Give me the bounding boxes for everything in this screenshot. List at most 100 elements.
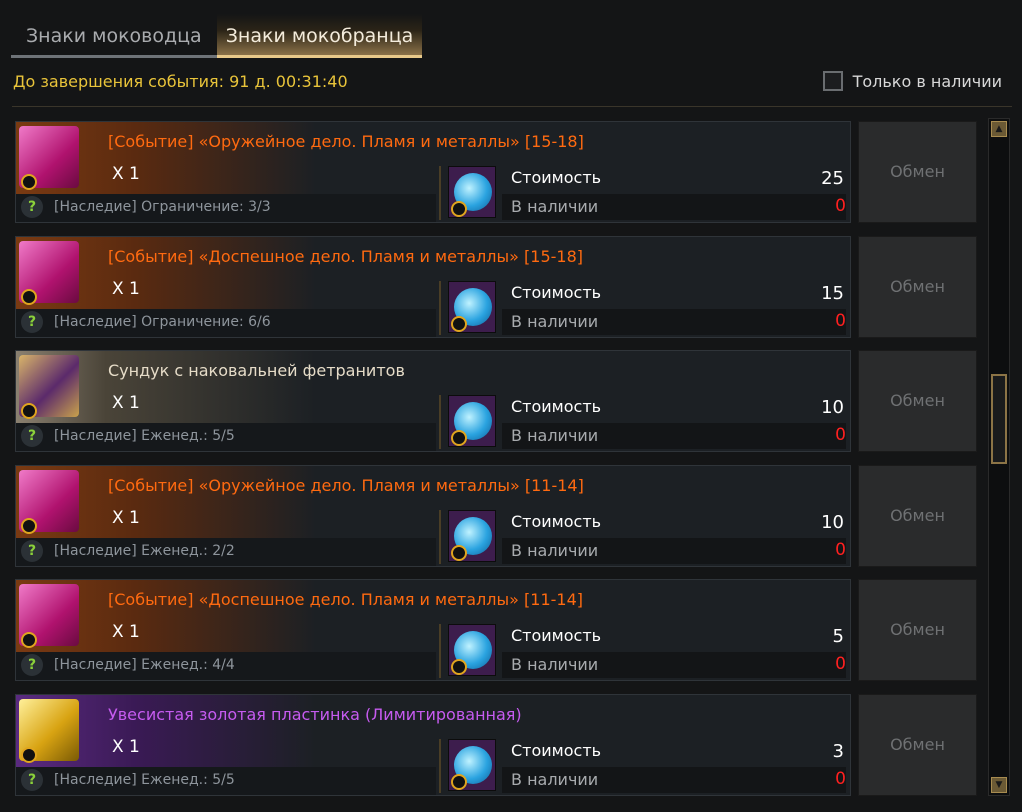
- timer-icon: [21, 403, 37, 419]
- exchange-button[interactable]: Обмен: [858, 121, 977, 223]
- list-item: Сундук с наковальней фетранитов X 1 ? [Н…: [15, 350, 851, 452]
- available-bar: В наличии 0: [502, 194, 846, 220]
- item-name: Увесистая золотая пластинка (Лимитирован…: [108, 704, 522, 724]
- event-timer: До завершения события: 91 д. 00:31:40: [13, 72, 348, 91]
- cost-value: 25: [821, 168, 844, 189]
- limit-text: [Наследие] Ограничение: 6/6: [54, 313, 271, 330]
- limit-bar: ? [Наследие] Еженед.: 5/5: [16, 766, 436, 795]
- available-value: 0: [835, 654, 846, 674]
- available-value: 0: [835, 768, 846, 789]
- only-in-stock-toggle[interactable]: Только в наличии: [822, 71, 1002, 91]
- limit-text: [Наследие] Еженед.: 4/4: [54, 657, 235, 673]
- limit-text: [Наследие] Еженед.: 2/2: [54, 542, 235, 559]
- tab-bar: Знаки моководца Знаки мокобранца: [11, 14, 423, 58]
- timer-icon: [21, 746, 37, 763]
- item-name: [Событие] «Оружейное дело. Пламя и метал…: [108, 475, 584, 495]
- item-quantity: X 1: [112, 736, 140, 757]
- scroll-up-button[interactable]: ▲: [991, 121, 1007, 137]
- currency-coin-icon[interactable]: [448, 738, 496, 791]
- timer-icon: [451, 430, 467, 446]
- timer-icon: [21, 288, 37, 305]
- available-bar: В наличии 0: [502, 652, 846, 678]
- item-quantity: X 1: [112, 278, 140, 299]
- item-name: [Событие] «Оружейное дело. Пламя и метал…: [108, 132, 584, 151]
- divider: [439, 166, 441, 220]
- divider: [439, 509, 441, 564]
- divider: [439, 738, 441, 793]
- available-bar: В наличии 0: [502, 423, 846, 449]
- timer-icon: [451, 544, 467, 561]
- scroll-thumb[interactable]: [991, 374, 1007, 464]
- timer-icon: [451, 315, 467, 332]
- item-name: [Событие] «Доспешное дело. Пламя и метал…: [108, 246, 583, 266]
- exchange-button[interactable]: Обмен: [858, 235, 977, 338]
- currency-coin-icon[interactable]: [448, 166, 496, 218]
- cost-label: Стоимость: [511, 626, 602, 645]
- cost-label: Стоимость: [511, 740, 602, 760]
- available-label: В наличии: [511, 426, 599, 445]
- scrollbar[interactable]: ▲ ▼: [988, 118, 1010, 796]
- exchange-button[interactable]: Обмен: [858, 464, 977, 567]
- help-icon[interactable]: ?: [21, 654, 43, 676]
- exchange-button[interactable]: Обмен: [858, 693, 977, 796]
- cost-value: 10: [821, 511, 844, 533]
- available-value: 0: [835, 425, 846, 445]
- timer-icon: [21, 517, 37, 534]
- divider: [439, 624, 441, 678]
- cost-label: Стоимость: [511, 282, 602, 302]
- divider: [439, 280, 441, 335]
- currency-coin-icon[interactable]: [448, 624, 496, 676]
- available-bar: В наличии 0: [502, 308, 846, 335]
- scroll-down-button[interactable]: ▼: [991, 777, 1007, 793]
- currency-coin-icon[interactable]: [448, 395, 496, 447]
- available-label: В наличии: [511, 197, 599, 216]
- available-label: В наличии: [511, 655, 599, 674]
- divider: [12, 106, 1012, 107]
- limit-bar: ? [Наследие] Ограничение: 6/6: [16, 308, 436, 337]
- exchange-button[interactable]: Обмен: [858, 579, 977, 681]
- cost-value: 10: [821, 397, 844, 418]
- help-icon[interactable]: ?: [21, 196, 43, 218]
- divider: [439, 395, 441, 449]
- available-label: В наличии: [511, 540, 599, 560]
- cost-value: 3: [832, 740, 844, 762]
- cost-label: Стоимость: [511, 397, 602, 416]
- checkbox[interactable]: [822, 71, 843, 91]
- item-quantity: X 1: [112, 622, 140, 642]
- help-icon[interactable]: ?: [21, 425, 43, 447]
- help-icon[interactable]: ?: [21, 768, 43, 791]
- item-quantity: X 1: [112, 393, 140, 413]
- currency-coin-icon[interactable]: [448, 509, 496, 562]
- timer-icon: [21, 174, 37, 190]
- limit-bar: ? [Наследие] Ограничение: 3/3: [16, 194, 436, 222]
- cost-label: Стоимость: [511, 511, 602, 531]
- only-in-stock-label: Только в наличии: [852, 71, 1002, 91]
- cost-value: 5: [832, 626, 844, 647]
- item-name: Сундук с наковальней фетранитов: [108, 361, 405, 380]
- tab-mokovodets[interactable]: Знаки моководца: [11, 14, 217, 58]
- item-quantity: X 1: [112, 164, 140, 184]
- cost-label: Стоимость: [511, 168, 602, 187]
- limit-text: [Наследие] Ограничение: 3/3: [54, 199, 271, 215]
- timer-icon: [451, 201, 467, 217]
- limit-text: [Наследие] Еженед.: 5/5: [54, 428, 235, 444]
- available-value: 0: [835, 196, 846, 216]
- limit-bar: ? [Наследие] Еженед.: 5/5: [16, 423, 436, 451]
- available-label: В наличии: [511, 311, 599, 331]
- tab-mokobranets[interactable]: Знаки мокобранца: [216, 14, 423, 58]
- currency-coin-icon[interactable]: [448, 280, 496, 333]
- help-icon[interactable]: ?: [21, 310, 43, 333]
- cost-value: 15: [821, 282, 844, 304]
- timer-icon: [21, 632, 37, 648]
- item-quantity: X 1: [112, 507, 140, 528]
- limit-text: [Наследие] Еженед.: 5/5: [54, 771, 235, 788]
- list-item: [Событие] «Доспешное дело. Пламя и метал…: [15, 235, 851, 338]
- item-name: [Событие] «Доспешное дело. Пламя и метал…: [108, 590, 583, 609]
- available-value: 0: [835, 310, 846, 331]
- list-item: [Событие] «Оружейное дело. Пламя и метал…: [15, 121, 851, 223]
- available-value: 0: [835, 539, 846, 560]
- timer-icon: [451, 659, 467, 675]
- help-icon[interactable]: ?: [21, 539, 43, 562]
- exchange-button[interactable]: Обмен: [858, 350, 977, 452]
- available-label: В наличии: [511, 769, 599, 789]
